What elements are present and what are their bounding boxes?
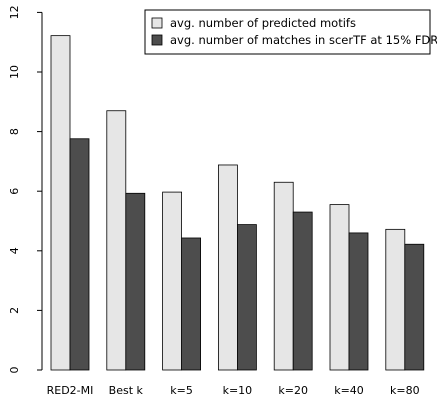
x-tick-label: k=5 bbox=[170, 384, 193, 397]
bar-scertf-matches bbox=[69, 138, 90, 371]
bar-predicted-motifs bbox=[273, 181, 294, 371]
y-axis: 0 2 4 6 8 10 12 bbox=[8, 5, 43, 374]
bar-scertf-matches bbox=[348, 232, 369, 371]
y-tick-label: 10 bbox=[8, 65, 21, 79]
x-tick-label: RED2-MI bbox=[47, 384, 94, 397]
legend-label-matches: avg. number of matches in scerTF at 15% … bbox=[170, 33, 437, 47]
y-tick-label: 12 bbox=[8, 5, 21, 19]
bar-predicted-motifs bbox=[50, 35, 71, 371]
legend-swatch-predicted bbox=[151, 17, 163, 29]
legend-label-predicted: avg. number of predicted motifs bbox=[170, 16, 356, 30]
y-tick-label: 8 bbox=[8, 128, 21, 135]
bar-scertf-matches bbox=[236, 224, 257, 371]
y-tick-label: 6 bbox=[8, 188, 21, 195]
x-tick-label: Best k bbox=[109, 384, 144, 397]
x-tick-label: k=40 bbox=[334, 384, 364, 397]
y-tick-label: 2 bbox=[8, 307, 21, 314]
x-axis-labels: RED2-MI Best k k=5 k=10 k=20 k=40 k=80 bbox=[47, 384, 420, 397]
x-tick-label: k=20 bbox=[278, 384, 308, 397]
legend-swatch-matches bbox=[151, 34, 163, 46]
bar-scertf-matches bbox=[292, 211, 313, 371]
bar-predicted-motifs bbox=[329, 204, 350, 371]
legend: avg. number of predicted motifs avg. num… bbox=[144, 9, 437, 55]
bar-scertf-matches bbox=[125, 192, 146, 371]
legend-box bbox=[144, 9, 431, 55]
bar-predicted-motifs bbox=[217, 164, 238, 371]
bar-predicted-motifs bbox=[162, 191, 183, 371]
bar-scertf-matches bbox=[404, 243, 425, 371]
bar-scertf-matches bbox=[181, 237, 202, 371]
bars bbox=[50, 35, 425, 371]
bar-predicted-motifs bbox=[385, 228, 406, 371]
x-tick-label: k=80 bbox=[390, 384, 420, 397]
bar-predicted-motifs bbox=[106, 110, 127, 371]
y-tick-label: 4 bbox=[8, 247, 21, 254]
x-tick-label: k=10 bbox=[223, 384, 253, 397]
y-tick-label: 0 bbox=[8, 367, 21, 374]
